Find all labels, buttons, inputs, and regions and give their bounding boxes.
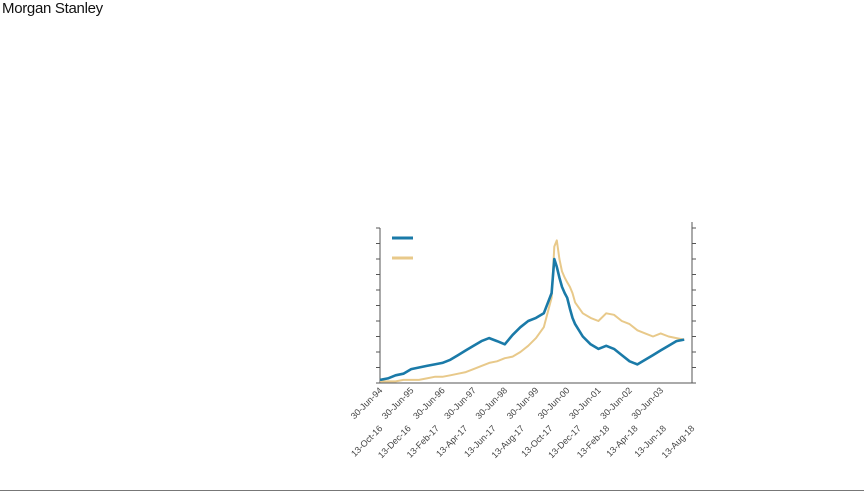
series-line-1 (379, 257, 685, 382)
x-tick-label-top: 30-Jun-97 (442, 385, 478, 421)
x-axis-tick-labels: 30-Jun-9430-Jun-9530-Jun-9630-Jun-9730-J… (349, 385, 697, 460)
x-tick-label-top: 30-Jun-00 (536, 385, 572, 421)
x-tick-label-top: 30-Jun-96 (411, 385, 447, 421)
x-tick-label-top: 30-Jun-03 (629, 385, 665, 421)
footer-divider (0, 490, 864, 491)
x-tick-label-top: 30-Jun-94 (349, 385, 385, 421)
x-tick-label-top: 30-Jun-01 (567, 385, 603, 421)
x-tick-label-top: 30-Jun-99 (505, 385, 541, 421)
x-tick-label-top: 30-Jun-98 (473, 385, 509, 421)
chart-legend (392, 236, 413, 260)
chart-plot-area (379, 239, 685, 383)
series-line-2 (380, 239, 685, 383)
brand-logo: Morgan Stanley (2, 0, 103, 17)
chart-axes (376, 222, 696, 384)
x-tick-label-top: 30-Jun-02 (598, 385, 634, 421)
x-tick-label-top: 30-Jun-95 (380, 385, 416, 421)
